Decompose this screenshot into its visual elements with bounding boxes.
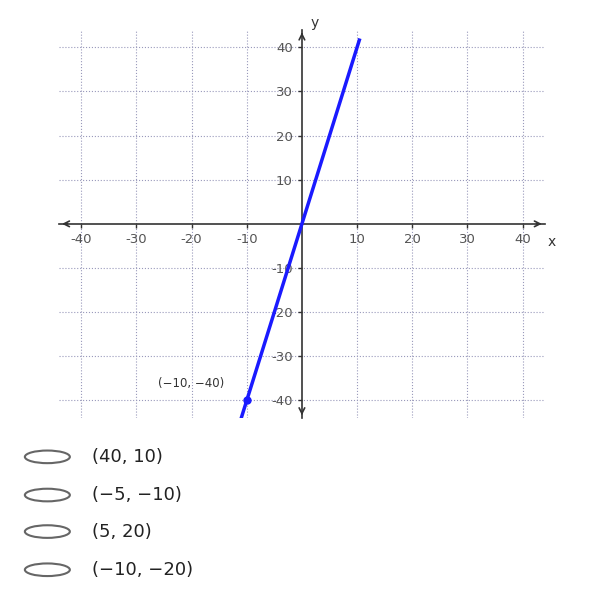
Text: (−10, −20): (−10, −20) — [92, 561, 193, 579]
Text: x: x — [548, 235, 556, 249]
Text: y: y — [310, 15, 318, 30]
Text: (40, 10): (40, 10) — [92, 448, 163, 466]
Text: (−5, −10): (−5, −10) — [92, 486, 182, 504]
Text: (−10, −40): (−10, −40) — [159, 377, 225, 390]
Text: (5, 20): (5, 20) — [92, 522, 152, 541]
